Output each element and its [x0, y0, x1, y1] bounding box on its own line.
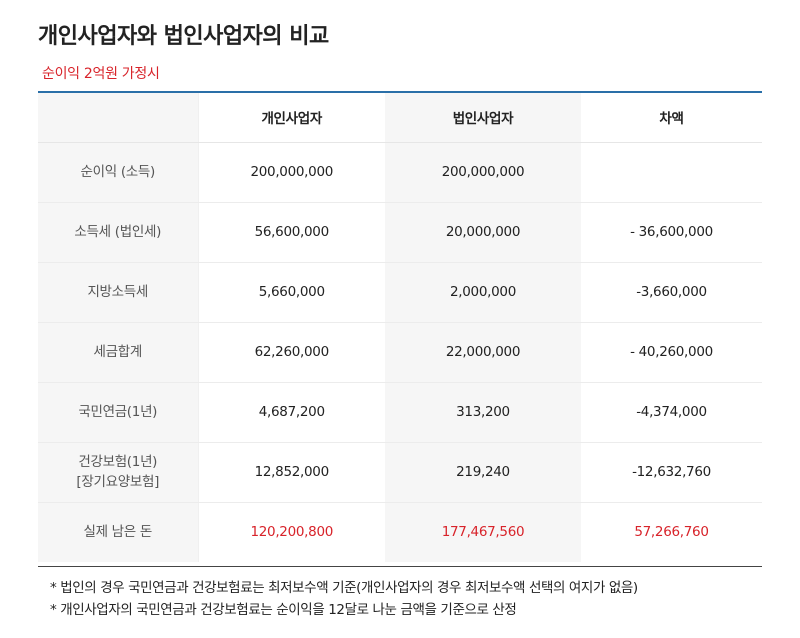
- row-label-sub: [장기요양보험]: [76, 474, 160, 490]
- table-header-row: 개인사업자 법인사업자 차액: [38, 93, 762, 143]
- difference-value: -12,632,760: [581, 442, 762, 503]
- corporate-value: 22,000,000: [385, 322, 581, 383]
- header-difference: 차액: [581, 93, 762, 143]
- footnotes: * 법인의 경우 국민연금과 건강보험료는 최저보수액 기준(개인사업자의 경우…: [50, 577, 638, 621]
- row-label: 순이익 (소득): [38, 142, 198, 203]
- difference-value: 57,266,760: [581, 502, 762, 562]
- footnote: * 법인의 경우 국민연금과 건강보험료는 최저보수액 기준(개인사업자의 경우…: [50, 580, 638, 596]
- bottom-divider: [38, 566, 762, 567]
- individual-value: 4,687,200: [197, 382, 385, 443]
- table-row-net-result: 실제 남은 돈 120,200,800 177,467,560 57,266,7…: [38, 502, 762, 562]
- header-corporate: 법인사업자: [385, 93, 581, 143]
- row-label: 건강보험(1년): [78, 454, 158, 470]
- table-row: 소득세 (법인세) 56,600,000 20,000,000 - 36,600…: [38, 202, 762, 263]
- corporate-value: 20,000,000: [385, 202, 581, 263]
- difference-value: [581, 142, 762, 203]
- table-row: 순이익 (소득) 200,000,000 200,000,000: [38, 142, 762, 203]
- corporate-value: 2,000,000: [385, 262, 581, 323]
- header-empty-cell: [38, 93, 198, 143]
- header-individual: 개인사업자: [197, 93, 385, 143]
- corporate-value: 313,200: [385, 382, 581, 443]
- row-label: 세금합계: [38, 322, 198, 383]
- difference-value: - 36,600,000: [581, 202, 762, 263]
- row-label: 국민연금(1년): [38, 382, 198, 443]
- table-row: 건강보험(1년) [장기요양보험] 12,852,000 219,240 -12…: [38, 442, 762, 503]
- individual-value: 12,852,000: [197, 442, 385, 503]
- top-divider: [38, 91, 762, 93]
- table-row: 세금합계 62,260,000 22,000,000 - 40,260,000: [38, 322, 762, 383]
- individual-value: 62,260,000: [197, 322, 385, 383]
- difference-value: -4,374,000: [581, 382, 762, 443]
- corporate-value: 177,467,560: [385, 502, 581, 562]
- row-label: 실제 남은 돈: [38, 502, 198, 562]
- individual-value: 120,200,800: [197, 502, 385, 562]
- page-subtitle: 순이익 2억원 가정시: [42, 66, 160, 82]
- table-row: 지방소득세 5,660,000 2,000,000 -3,660,000: [38, 262, 762, 323]
- footnote: * 개인사업자의 국민연금과 건강보험료는 순이익을 12달로 나눈 금액을 기…: [50, 602, 517, 618]
- row-label: 지방소득세: [38, 262, 198, 323]
- table-row: 국민연금(1년) 4,687,200 313,200 -4,374,000: [38, 382, 762, 443]
- row-label-multiline: 건강보험(1년) [장기요양보험]: [38, 442, 198, 503]
- row-label: 소득세 (법인세): [38, 202, 198, 263]
- individual-value: 56,600,000: [197, 202, 385, 263]
- page-title: 개인사업자와 법인사업자의 비교: [38, 24, 329, 49]
- corporate-value: 219,240: [385, 442, 581, 503]
- individual-value: 200,000,000: [197, 142, 385, 203]
- corporate-value: 200,000,000: [385, 142, 581, 203]
- comparison-table: 개인사업자 법인사업자 차액 순이익 (소득) 200,000,000 200,…: [38, 93, 762, 562]
- difference-value: - 40,260,000: [581, 322, 762, 383]
- difference-value: -3,660,000: [581, 262, 762, 323]
- individual-value: 5,660,000: [197, 262, 385, 323]
